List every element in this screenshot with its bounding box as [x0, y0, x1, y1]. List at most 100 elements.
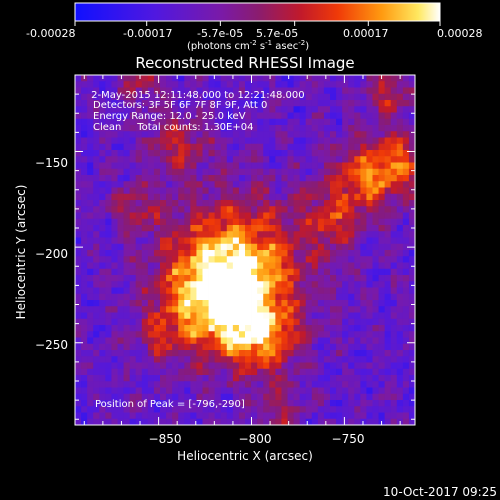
heatmap-cell: [257, 381, 264, 388]
heatmap-cell: [360, 168, 367, 176]
heatmap-cell: [330, 218, 337, 226]
heatmap-cell: [263, 100, 270, 107]
heatmap-cell: [178, 400, 185, 407]
heatmap-cell: [160, 262, 167, 270]
heatmap-cell: [166, 325, 173, 332]
heatmap-cell: [366, 256, 373, 263]
heatmap-cell: [287, 87, 294, 95]
heatmap-cell: [135, 281, 143, 288]
heatmap-cell: [311, 193, 319, 201]
heatmap-cell: [105, 125, 112, 132]
heatmap-cell: [99, 268, 106, 276]
heatmap-cell: [147, 181, 155, 188]
heatmap-cell: [390, 256, 398, 263]
heatmap-cell: [238, 337, 246, 345]
heatmap-cell: [147, 393, 155, 401]
heatmap-cell: [366, 393, 373, 401]
heatmap-cell: [190, 87, 197, 95]
heatmap-cell: [202, 81, 209, 88]
heatmap-cell: [111, 168, 118, 176]
heatmap-cell: [166, 143, 173, 151]
heatmap-cell: [141, 262, 149, 270]
heatmap-cell: [214, 250, 222, 257]
heatmap-cell: [153, 262, 161, 270]
heatmap-cell: [281, 300, 288, 307]
heatmap-cell: [408, 381, 415, 388]
heatmap-cell: [184, 406, 191, 413]
heatmap-cell: [238, 331, 246, 338]
heatmap-cell: [299, 362, 307, 370]
heatmap-cell: [396, 243, 404, 251]
heatmap-cell: [317, 368, 325, 376]
heatmap-cell: [396, 375, 404, 382]
heatmap-cell: [178, 356, 185, 363]
heatmap-cell: [251, 168, 258, 176]
heatmap-cell: [317, 275, 325, 282]
heatmap-cell: [117, 218, 124, 226]
heatmap-cell: [402, 275, 410, 282]
heatmap-cell: [123, 331, 131, 338]
heatmap-cell: [208, 406, 216, 413]
heatmap-cell: [123, 162, 131, 170]
heatmap-cell: [348, 118, 355, 126]
heatmap-cell: [317, 262, 325, 270]
heatmap-cell: [378, 125, 386, 132]
heatmap-cell: [214, 375, 222, 382]
heatmap-cell: [263, 381, 270, 388]
heatmap-cell: [147, 300, 155, 307]
heatmap-cell: [251, 225, 258, 232]
heatmap-cell: [123, 350, 131, 357]
heatmap-cell: [287, 418, 294, 425]
heatmap-cell: [366, 93, 373, 101]
heatmap-cell: [354, 75, 361, 82]
heatmap-cell: [190, 225, 197, 232]
heatmap-cell: [93, 162, 100, 170]
heatmap-cell: [402, 250, 410, 257]
heatmap-cell: [378, 375, 386, 382]
heatmap-cell: [166, 200, 173, 207]
heatmap-cell: [153, 318, 161, 326]
heatmap-cell: [129, 293, 137, 301]
heatmap-cell: [408, 231, 415, 238]
heatmap-cell: [147, 343, 155, 351]
heatmap-cell: [245, 225, 252, 232]
heatmap-cell: [111, 156, 118, 163]
heatmap-cell: [251, 356, 258, 363]
heatmap-cell: [269, 356, 276, 363]
heatmap-cell: [293, 156, 301, 163]
heatmap-cell: [141, 275, 149, 282]
heatmap-cell: [208, 381, 216, 388]
heatmap-cell: [396, 356, 404, 363]
heatmap-cell: [317, 187, 325, 195]
heatmap-cell: [378, 312, 386, 320]
heatmap-cell: [330, 106, 337, 113]
heatmap-cell: [408, 131, 415, 138]
heatmap-cell: [323, 237, 331, 245]
heatmap-cell: [117, 400, 124, 407]
heatmap-cell: [408, 331, 415, 338]
heatmap-cell: [366, 293, 373, 301]
heatmap-cell: [220, 318, 228, 326]
heatmap-cell: [269, 331, 276, 338]
heatmap-cell: [257, 337, 264, 345]
heatmap-cell: [99, 193, 106, 201]
heatmap-cell: [396, 87, 404, 95]
heatmap-cell: [293, 206, 301, 213]
heatmap-cell: [214, 193, 222, 201]
heatmap-cell: [141, 125, 149, 132]
heatmap-cell: [238, 268, 246, 276]
heatmap-cell: [336, 368, 343, 376]
heatmap-cell: [202, 250, 209, 257]
heatmap-cell: [160, 206, 167, 213]
heatmap-cell: [342, 400, 349, 407]
heatmap-cell: [238, 300, 246, 307]
heatmap-cell: [208, 231, 216, 238]
heatmap-cell: [348, 331, 355, 338]
heatmap-cell: [87, 393, 94, 401]
heatmap-cell: [208, 281, 216, 288]
heatmap-cell: [366, 112, 373, 120]
heatmap-cell: [202, 281, 209, 288]
heatmap-cell: [317, 131, 325, 138]
heatmap-cell: [390, 250, 398, 257]
heatmap-cell: [129, 131, 137, 138]
